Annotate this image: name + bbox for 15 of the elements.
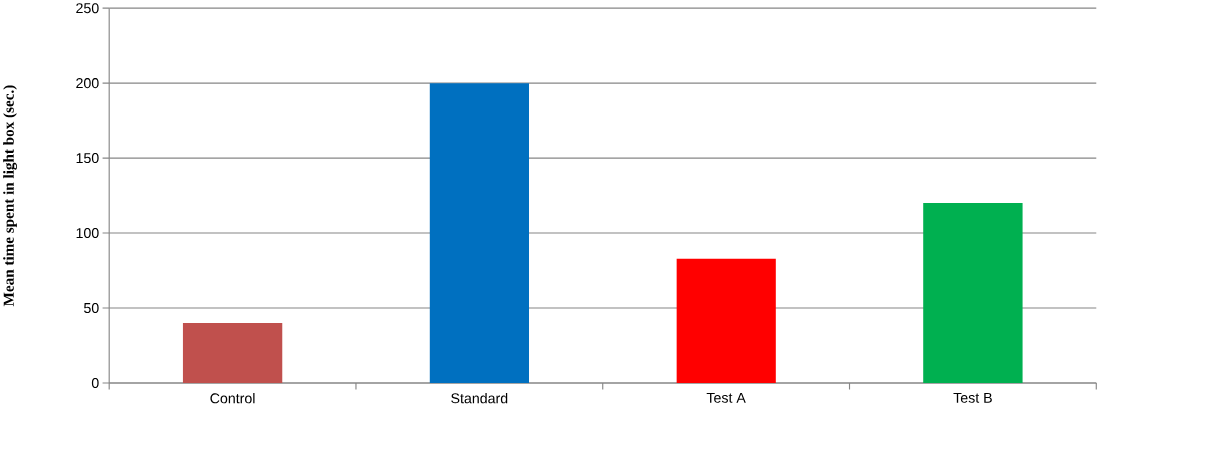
x-tick-label: Test A (706, 392, 746, 403)
bar (676, 258, 776, 383)
x-tick-label: Standard (451, 392, 508, 404)
y-tick-label: 150 (76, 153, 99, 164)
bar (182, 323, 283, 383)
x-tick-label: Control (210, 392, 255, 404)
x-tick-label: Test B (953, 392, 992, 403)
y-tick-label: 200 (76, 78, 99, 89)
bar (923, 203, 1023, 383)
y-tick-label: 250 (76, 3, 99, 14)
y-tick-label: 50 (84, 303, 99, 314)
y-tick-label: 100 (76, 228, 99, 239)
y-axis-title: Mean time spent in light box (sec.) (3, 85, 18, 307)
bar (429, 83, 530, 383)
y-tick-label: 0 (91, 377, 99, 389)
